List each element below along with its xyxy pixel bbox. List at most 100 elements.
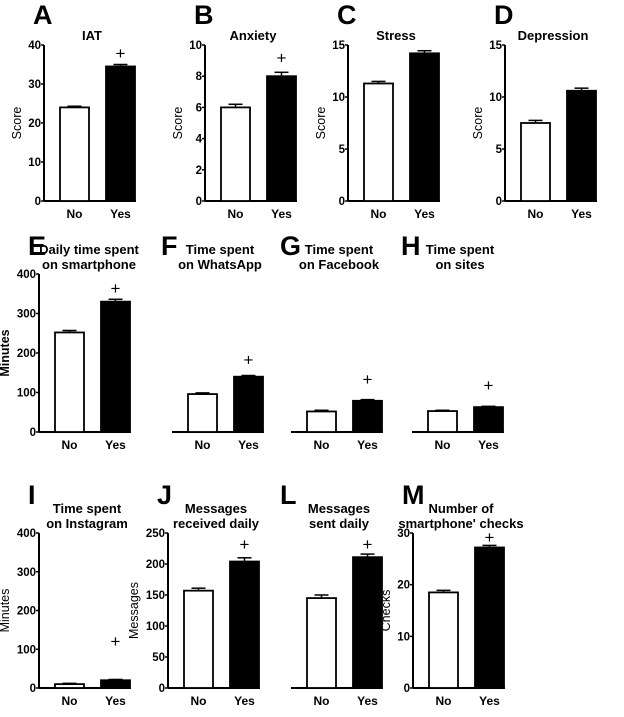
panel-letter: G	[280, 231, 301, 261]
y-axis-label: Messages	[127, 582, 141, 639]
panel-c: C Stress 0 5 10 15 Score No Yes	[314, 0, 440, 221]
x-tick-label: Yes	[234, 694, 255, 708]
panel-letter: A	[33, 0, 53, 30]
bar-yes	[409, 52, 440, 202]
bar-yes	[100, 679, 131, 689]
panel-a: A IAT 0 10 20 30 40 Score No Yes +	[10, 0, 136, 221]
y-tick-label: 0	[404, 683, 410, 695]
panel-b: B Anxiety 0 2 4 6 8 10 Score No Yes +	[171, 0, 297, 221]
panel-letter: H	[401, 231, 421, 261]
y-tick-label: 10	[332, 92, 345, 104]
y-tick-label: 0	[196, 196, 202, 208]
x-tick-label: No	[195, 438, 211, 452]
panel-title: smartphone' checks	[398, 516, 523, 531]
y-axis-label: Checks	[379, 590, 393, 632]
y-tick-label: 300	[17, 567, 36, 579]
panel-title: on Facebook	[299, 257, 380, 272]
y-tick-label: 0	[496, 196, 502, 208]
significance-marker: +	[116, 44, 126, 63]
x-tick-label: No	[371, 207, 387, 221]
x-tick-label: No	[314, 694, 330, 708]
bar-no	[54, 683, 85, 689]
x-tick-label: Yes	[357, 694, 378, 708]
y-axis-label: Score	[314, 107, 328, 140]
significance-marker: +	[485, 528, 495, 547]
y-tick-label: 10	[28, 157, 41, 169]
bar-yes	[105, 65, 136, 202]
panel-letter: D	[494, 0, 514, 30]
y-tick-label: 40	[28, 40, 41, 52]
y-tick-label: 5	[496, 144, 503, 156]
panel-title: Time spent	[186, 242, 255, 257]
bar-yes	[229, 560, 260, 689]
y-tick-label: 30	[397, 528, 410, 540]
bar-no	[187, 393, 218, 433]
panel-title: Time spent	[53, 501, 122, 516]
panel-title: Messages	[308, 501, 370, 516]
y-axis-label: Score	[171, 107, 185, 140]
x-tick-label: No	[191, 694, 207, 708]
panel-letter: E	[28, 231, 46, 261]
y-tick-label: 100	[17, 388, 36, 400]
panel-title: Depression	[518, 28, 589, 43]
bar-yes	[233, 375, 264, 433]
y-tick-label: 2	[196, 165, 202, 177]
x-tick-label: Yes	[105, 694, 126, 708]
y-tick-label: 0	[339, 196, 345, 208]
panel-title: received daily	[173, 516, 260, 531]
bar-no	[520, 122, 551, 202]
x-tick-label: No	[528, 207, 544, 221]
panel-title: IAT	[82, 28, 102, 43]
x-tick-label: Yes	[571, 207, 592, 221]
y-tick-label: 0	[159, 683, 165, 695]
y-tick-label: 20	[28, 118, 41, 130]
x-tick-label: Yes	[238, 438, 259, 452]
y-tick-label: 0	[30, 427, 36, 439]
y-tick-label: 200	[17, 606, 36, 618]
panel-d: D Depression 0 5 10 15 Score No Yes	[471, 0, 597, 221]
y-tick-label: 150	[146, 590, 165, 602]
x-tick-label: Yes	[105, 438, 126, 452]
panel-letter: F	[161, 231, 178, 261]
panel-title: Time spent	[426, 242, 495, 257]
panel-title: Messages	[185, 501, 247, 516]
y-tick-label: 400	[17, 269, 36, 281]
significance-marker: +	[111, 279, 121, 298]
panel-letter: J	[157, 480, 172, 510]
y-tick-label: 15	[332, 40, 345, 52]
y-tick-label: 250	[146, 528, 165, 540]
panel-title: on WhatsApp	[178, 257, 262, 272]
y-axis-label: Minutes	[0, 589, 12, 633]
bar-no	[220, 106, 251, 202]
x-tick-label: Yes	[478, 438, 499, 452]
significance-marker: +	[111, 632, 121, 651]
bar-no	[54, 331, 85, 433]
y-tick-label: 100	[146, 621, 165, 633]
y-tick-label: 0	[35, 196, 41, 208]
x-tick-label: Yes	[479, 694, 500, 708]
y-axis-label: Score	[10, 107, 24, 140]
bar-yes	[473, 406, 504, 433]
bar-yes	[352, 399, 383, 433]
y-axis-label: Minutes	[0, 329, 12, 376]
bar-yes	[266, 75, 297, 202]
panel-title: Anxiety	[230, 28, 278, 43]
x-tick-label: No	[67, 207, 83, 221]
x-tick-label: No	[62, 694, 78, 708]
y-tick-label: 4	[196, 134, 203, 146]
x-tick-label: Yes	[357, 438, 378, 452]
significance-marker: +	[363, 370, 373, 389]
panel-title: on sites	[435, 257, 484, 272]
panel-letter: I	[28, 480, 36, 510]
y-tick-label: 200	[17, 348, 36, 360]
panel-title: on Instagram	[46, 516, 128, 531]
panel-letter: L	[280, 480, 297, 510]
bar-no	[427, 410, 458, 433]
y-tick-label: 8	[196, 71, 203, 83]
